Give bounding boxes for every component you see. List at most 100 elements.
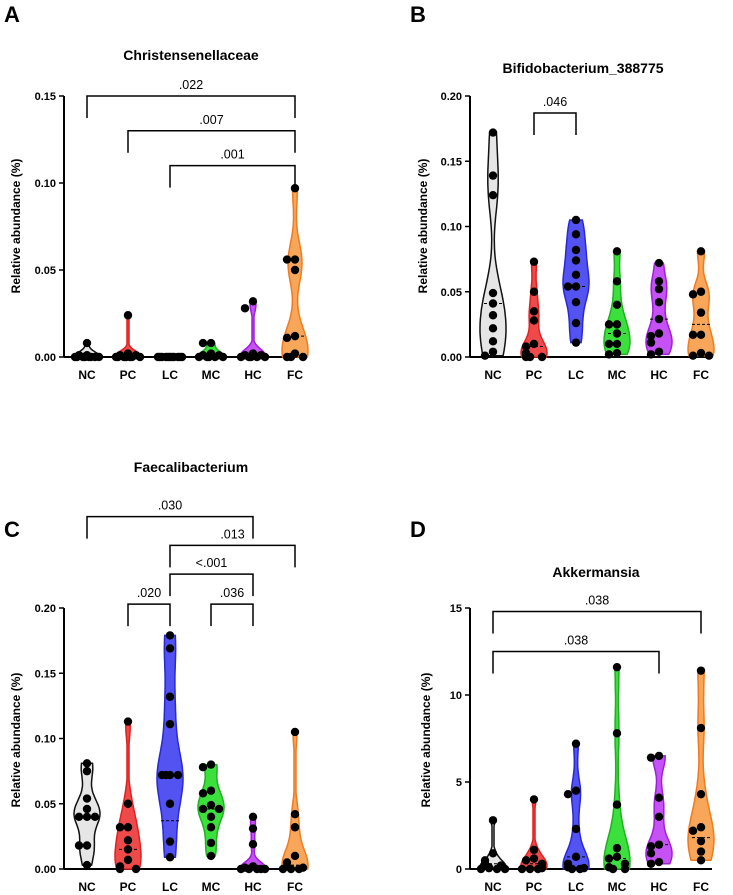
data-point-hc xyxy=(654,297,664,307)
data-point-pc xyxy=(115,864,125,874)
data-point-pc xyxy=(529,287,539,296)
data-point-mc xyxy=(612,348,622,358)
data-point-mc xyxy=(612,852,622,862)
data-point-mc xyxy=(198,804,208,814)
data-point-lc xyxy=(165,644,175,653)
data-point-lc xyxy=(571,270,581,279)
data-point-hc xyxy=(646,753,656,762)
data-point-hc xyxy=(646,849,656,858)
data-point-fc xyxy=(704,351,714,360)
data-point-hc xyxy=(236,352,246,362)
y-tick-label: 0.00 xyxy=(35,864,56,876)
data-point-fc xyxy=(688,826,698,835)
data-point-fc xyxy=(282,333,292,343)
data-point-nc xyxy=(488,311,498,320)
x-tick-label-pc: PC xyxy=(120,368,137,382)
p-value-label: .007 xyxy=(199,113,223,127)
data-point-nc xyxy=(82,759,92,768)
y-tick-label: 0.05 xyxy=(35,799,56,811)
data-point-nc xyxy=(500,864,510,874)
data-point-hc xyxy=(240,304,250,313)
x-tick-label-mc: MC xyxy=(202,880,221,894)
data-point-lc xyxy=(563,282,573,291)
x-tick-label-lc: LC xyxy=(568,368,584,382)
data-point-nc xyxy=(488,190,498,200)
data-point-mc xyxy=(210,352,220,362)
data-point-mc xyxy=(198,789,208,798)
data-point-lc xyxy=(161,770,171,780)
data-point-lc xyxy=(175,352,185,362)
data-point-mc xyxy=(620,864,630,874)
data-point-fc xyxy=(290,255,300,264)
data-point-fc xyxy=(696,723,706,733)
data-point-mc xyxy=(604,339,614,349)
data-point-lc xyxy=(165,719,175,729)
data-point-mc xyxy=(612,329,622,338)
data-point-nc xyxy=(82,794,92,803)
data-point-hc xyxy=(654,793,664,802)
x-tick-label-mc: MC xyxy=(202,368,221,382)
data-point-fc xyxy=(294,864,304,874)
panel-letter-c: C xyxy=(4,517,20,542)
panel-c: C Faecalibacterium Relative abundance (%… xyxy=(4,459,309,894)
violin-lc xyxy=(562,742,590,870)
data-point-nc xyxy=(82,338,92,348)
x-tick-label-lc: LC xyxy=(162,368,178,382)
data-point-mc xyxy=(604,320,614,329)
data-point-fc xyxy=(290,823,300,832)
x-tick-label-pc: PC xyxy=(526,368,543,382)
x-tick-label-hc: HC xyxy=(244,368,262,382)
y-tick-label: 5 xyxy=(456,777,462,789)
data-point-hc xyxy=(248,824,258,833)
data-point-mc xyxy=(612,277,622,286)
data-point-hc xyxy=(248,297,258,306)
data-point-hc xyxy=(244,864,254,874)
data-point-lc xyxy=(571,245,581,255)
data-point-nc xyxy=(488,299,498,308)
data-point-nc xyxy=(82,812,92,821)
data-point-nc xyxy=(484,863,494,873)
violin-mc xyxy=(603,666,631,870)
data-point-lc xyxy=(165,837,175,846)
data-point-fc xyxy=(290,184,300,193)
data-point-fc xyxy=(278,864,288,874)
y-tick-label: 0.15 xyxy=(441,156,462,168)
data-point-fc xyxy=(286,352,296,362)
data-point-mc xyxy=(612,729,622,738)
data-point-nc xyxy=(488,128,498,137)
y-tick-label: 0.10 xyxy=(441,222,462,234)
data-point-nc xyxy=(488,816,498,825)
data-point-lc xyxy=(165,799,175,808)
data-point-mc xyxy=(612,662,622,672)
data-point-lc xyxy=(571,297,581,307)
data-point-nc xyxy=(488,171,498,180)
data-point-fc xyxy=(696,823,706,832)
data-point-fc xyxy=(696,287,706,296)
data-point-nc xyxy=(480,351,490,360)
data-point-mc xyxy=(198,763,208,772)
x-tick-label-nc: NC xyxy=(484,880,502,894)
data-point-nc xyxy=(82,766,92,776)
data-point-mc xyxy=(204,352,214,362)
data-point-hc xyxy=(646,842,656,851)
data-point-mc xyxy=(198,338,208,348)
x-tick-label-mc: MC xyxy=(608,880,627,894)
data-point-pc xyxy=(529,845,539,855)
panel-c-ylabel: Relative abundance (%) xyxy=(9,673,23,808)
data-point-hc xyxy=(654,347,664,356)
significance-bracket xyxy=(127,130,296,153)
data-point-mc xyxy=(612,800,622,809)
data-point-lc xyxy=(165,631,175,640)
violin-lc xyxy=(156,634,184,859)
data-point-hc xyxy=(654,751,664,761)
x-tick-label-fc: FC xyxy=(693,880,709,894)
data-point-mc xyxy=(206,812,216,821)
data-point-hc xyxy=(654,284,664,294)
panel-letter-b: B xyxy=(410,2,426,27)
p-value-label: .046 xyxy=(543,95,567,109)
data-point-fc xyxy=(688,330,698,340)
panel-a-ylabel: Relative abundance (%) xyxy=(9,159,23,294)
data-point-mc xyxy=(206,823,216,832)
data-point-mc xyxy=(206,760,216,769)
